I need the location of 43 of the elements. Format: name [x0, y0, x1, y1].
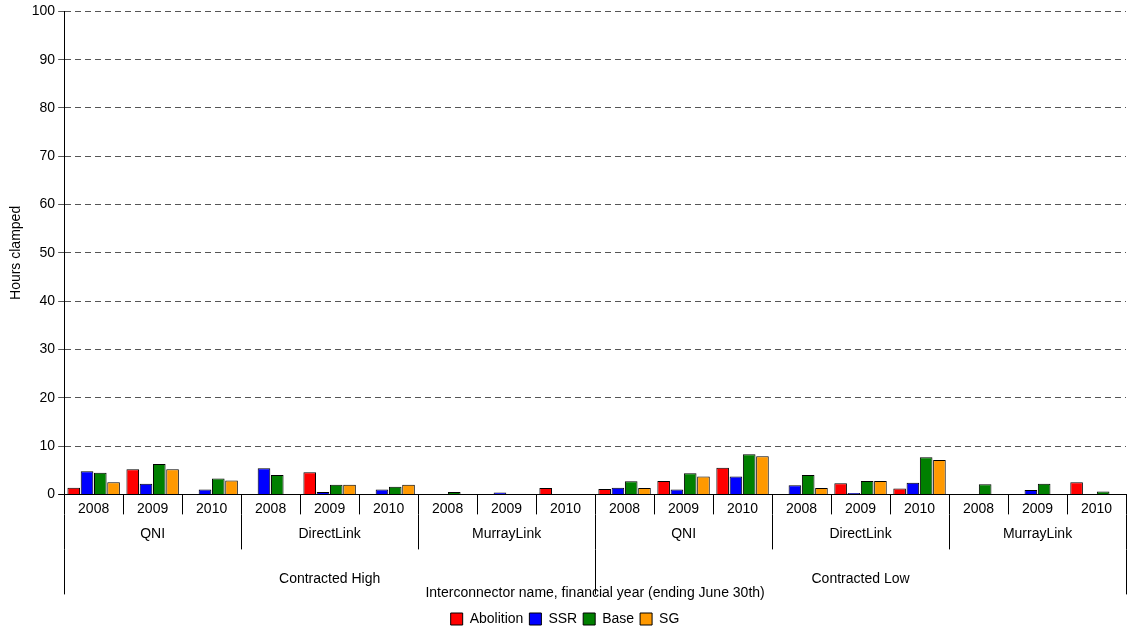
legend-label: Base	[602, 609, 635, 626]
x-tick-label: 2008	[255, 499, 287, 516]
text: DirectLink	[298, 525, 362, 542]
y-tick-label: 100	[31, 2, 56, 19]
legend-label: SG	[659, 609, 680, 626]
y-tick-label: 10	[39, 436, 56, 453]
x-tick-label: 2009	[137, 499, 169, 516]
text: DirectLink	[829, 525, 893, 542]
y-tick-label: 40	[39, 292, 56, 309]
legend-label: Abolition	[469, 609, 524, 626]
x-tick-label: 2008	[785, 499, 818, 516]
y-tick-label: 90	[39, 50, 56, 67]
x-tick-label: 2009	[491, 499, 523, 516]
x-tick-label: 2010	[1080, 499, 1113, 516]
x-tick-label: 2009	[844, 499, 877, 516]
x-tick-label: 2009	[667, 499, 700, 516]
x-tick-label: 2010	[373, 499, 405, 516]
y-axis-title: Hours clamped	[7, 205, 24, 300]
x-tick-label: 2008	[432, 499, 464, 516]
x-tick-label: 2008	[609, 499, 641, 516]
x-tick-label: 2010	[550, 499, 582, 516]
text: QNI	[671, 525, 697, 542]
y-tick-label: 50	[39, 243, 56, 260]
y-tick-label: 20	[39, 388, 56, 405]
x-tick-label: 2009	[314, 499, 346, 516]
text: MurrayLink	[471, 525, 543, 542]
x-tick-label: 2008	[962, 499, 995, 516]
x-tick-label: 2008	[78, 499, 110, 516]
text: Contracted Low	[811, 570, 911, 587]
y-tick-label: 60	[39, 195, 56, 212]
x-tick-label: 2010	[726, 499, 759, 516]
x-tick-label: 2010	[196, 499, 228, 516]
y-tick-label: 70	[39, 147, 56, 164]
text: MurrayLink	[1002, 525, 1074, 542]
text: QNI	[140, 525, 166, 542]
x-axis-title: Interconnector name, financial year (ending June 30th)	[425, 584, 765, 601]
x-tick-label: 2010	[903, 499, 936, 516]
y-tick-label: 30	[39, 340, 56, 357]
text: Contracted High	[279, 570, 381, 587]
y-tick-label: 80	[39, 98, 56, 115]
legend-label: SSR	[548, 609, 578, 626]
x-tick-label: 2009	[1021, 499, 1054, 516]
y-tick-label: 0	[47, 485, 56, 502]
